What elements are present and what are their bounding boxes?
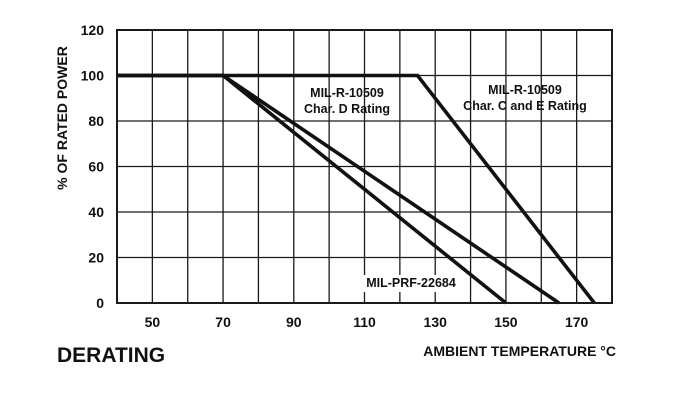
series-lines: [117, 73, 596, 305]
series-line-mil-prf-22684: [117, 73, 508, 305]
grid: [117, 30, 612, 303]
annotation-line: MIL-R-10509: [488, 83, 562, 97]
x-axis-ticks: 50 70 90 110 130 150 170: [145, 314, 589, 330]
annotation-mil-prf-22684: MIL-PRF-22684: [355, 275, 467, 292]
x-tick-label: 170: [565, 314, 589, 330]
x-tick-label: 70: [215, 314, 231, 330]
x-tick-label: 110: [353, 314, 376, 330]
annotation-line: MIL-PRF-22684: [366, 276, 456, 290]
y-tick-label: 20: [88, 250, 104, 266]
annotation-char-d: MIL-R-10509 Char. D Rating: [304, 86, 390, 116]
series-annotations: MIL-R-10509 Char. D Rating MIL-R-10509 Char…: [304, 83, 587, 292]
y-tick-label: 100: [81, 68, 105, 84]
y-tick-label: 60: [88, 159, 104, 175]
annotation-char-c-e: MIL-R-10509 Char. C and E Rating: [463, 83, 587, 113]
y-axis-title: % OF RATED POWER: [54, 46, 70, 190]
annotation-background: [355, 275, 467, 292]
x-axis-title: AMBIENT TEMPERATURE °C: [423, 343, 616, 359]
y-tick-label: 40: [88, 204, 104, 220]
x-tick-label: 150: [494, 314, 518, 330]
y-axis-ticks: 0 20 40 60 80 100 120: [81, 22, 105, 311]
plot-frame: [116, 29, 613, 304]
annotation-line: Char. D Rating: [304, 102, 390, 116]
annotation-line: Char. C and E Rating: [463, 99, 587, 113]
annotation-line: MIL-R-10509: [310, 86, 384, 100]
x-tick-label: 130: [424, 314, 448, 330]
x-tick-label: 90: [286, 314, 302, 330]
x-tick-label: 50: [145, 314, 161, 330]
y-tick-label: 120: [81, 22, 105, 38]
y-tick-label: 0: [96, 295, 104, 311]
chart-title: DERATING: [57, 344, 165, 367]
y-tick-label: 80: [88, 113, 104, 129]
